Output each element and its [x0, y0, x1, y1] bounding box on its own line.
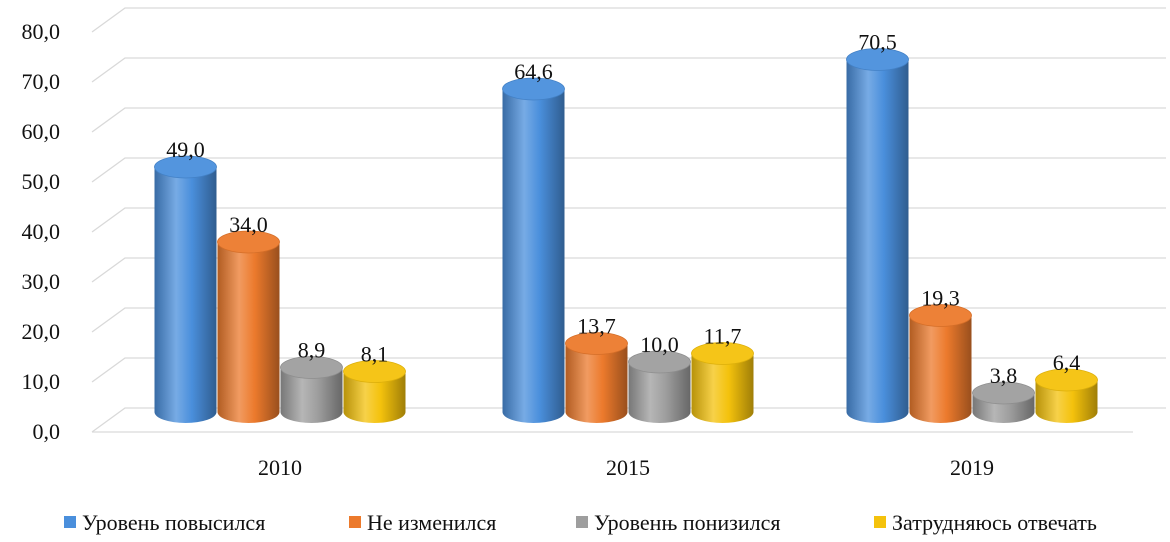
bar — [1035, 368, 1098, 424]
bar — [280, 356, 343, 424]
bar — [343, 360, 406, 424]
gridline — [91, 7, 1166, 33]
legend-item: Уровень повысился — [64, 510, 265, 535]
legend-swatch — [576, 516, 588, 528]
y-tick-label: 70,0 — [22, 69, 61, 94]
data-label: 64,6 — [514, 59, 553, 84]
y-tick-label: 50,0 — [22, 169, 61, 194]
grid — [91, 7, 1166, 433]
data-label: 13,7 — [577, 314, 616, 339]
x-tick-label: 2010 — [258, 455, 302, 480]
gridline — [91, 307, 1166, 333]
bar — [628, 350, 691, 424]
data-label: 19,3 — [921, 286, 960, 311]
data-label: 70,5 — [858, 30, 897, 55]
bar — [972, 381, 1035, 424]
data-label: 6,4 — [1053, 350, 1081, 375]
x-tick-label: 2019 — [950, 455, 994, 480]
bar — [691, 342, 754, 424]
y-tick-label: 10,0 — [22, 369, 61, 394]
x-axis: 2010 2015 2019 — [258, 455, 994, 480]
legend-label: Уровенњ понизился — [594, 510, 781, 535]
y-tick-label: 0,0 — [33, 419, 61, 444]
x-tick-label: 2015 — [606, 455, 650, 480]
legend: Уровень повысился Не изменился Уровенњ пон… — [64, 510, 1097, 535]
gridline — [91, 157, 1166, 183]
data-label: 3,8 — [990, 363, 1018, 388]
data-label: 8,1 — [361, 342, 389, 367]
bar — [909, 304, 972, 424]
legend-item: Не изменился — [349, 510, 496, 535]
gridline — [91, 107, 1166, 133]
gridline — [91, 57, 1166, 83]
data-label: 8,9 — [298, 338, 326, 363]
bar — [846, 48, 909, 424]
legend-item: Уровенњ понизился — [576, 510, 781, 535]
y-tick-label: 30,0 — [22, 269, 61, 294]
data-label: 34,0 — [229, 212, 268, 237]
legend-swatch — [64, 516, 76, 528]
gridline — [91, 207, 1166, 233]
y-tick-label: 80,0 — [22, 19, 61, 44]
data-label: 10,0 — [640, 332, 679, 357]
y-axis: 0,0 10,0 20,0 30,0 40,0 50,0 60,0 70,0 80,0 — [22, 19, 61, 444]
legend-label: Уровень повысился — [82, 510, 265, 535]
gridline — [91, 257, 1166, 283]
gridline — [91, 357, 1166, 383]
y-tick-label: 40,0 — [22, 219, 61, 244]
legend-item: Затрудняюсь отвечать — [874, 510, 1097, 535]
data-labels: 49,0 34,0 8,9 8,1 64,6 13,7 10,0 11,7 70,5 19,3 3,… — [166, 30, 1080, 389]
bar — [217, 230, 280, 423]
legend-swatch — [874, 516, 886, 528]
gridline — [91, 407, 1166, 433]
data-label: 49,0 — [166, 137, 205, 162]
y-tick-label: 20,0 — [22, 319, 61, 344]
y-tick-label: 60,0 — [22, 119, 61, 144]
legend-label: Не изменился — [367, 510, 496, 535]
bar — [502, 77, 565, 424]
bars — [154, 48, 1098, 424]
legend-swatch — [349, 516, 361, 528]
bar — [565, 332, 628, 424]
data-label: 11,7 — [704, 324, 742, 349]
legend-label: Затрудняюсь отвечать — [892, 510, 1097, 535]
bar — [154, 155, 217, 424]
